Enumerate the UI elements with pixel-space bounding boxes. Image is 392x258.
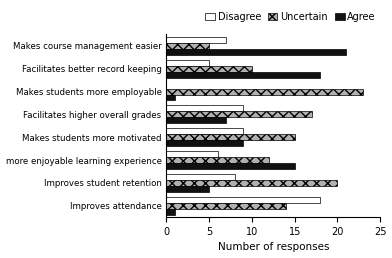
Legend: Disagree, Uncertain, Agree: Disagree, Uncertain, Agree — [201, 8, 380, 26]
Bar — [167, 43, 209, 49]
Bar — [167, 209, 175, 215]
Bar — [167, 140, 243, 146]
Bar — [167, 49, 346, 55]
Bar — [167, 94, 175, 100]
Bar — [167, 60, 209, 66]
X-axis label: Number of responses: Number of responses — [218, 243, 329, 252]
Bar — [167, 37, 226, 43]
Bar — [167, 163, 295, 169]
Bar — [167, 117, 226, 123]
Bar — [167, 106, 243, 111]
Bar — [167, 157, 269, 163]
Bar — [167, 134, 295, 140]
Bar — [167, 203, 286, 209]
Bar — [167, 111, 312, 117]
Bar — [167, 72, 320, 78]
Bar — [167, 151, 218, 157]
Bar — [167, 180, 338, 186]
Bar — [167, 197, 320, 203]
Bar — [167, 174, 235, 180]
Bar — [167, 66, 252, 72]
Bar — [167, 186, 209, 192]
Bar — [167, 128, 243, 134]
Bar — [167, 88, 363, 94]
